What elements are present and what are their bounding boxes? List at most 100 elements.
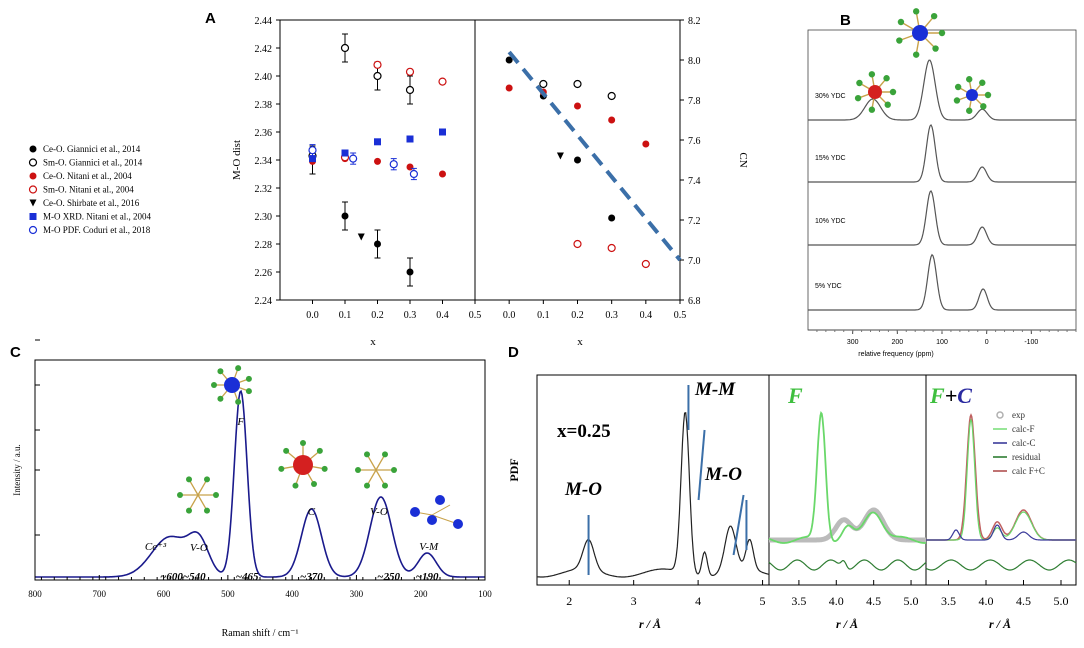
a-left-xtick-label: 0.4 xyxy=(436,310,449,321)
a-left-xtick-label: 0.5 xyxy=(469,310,482,321)
d-legend-label: calc F+C xyxy=(1012,466,1045,476)
oxygen-atom xyxy=(966,76,973,83)
a-right-ytick-label: 8.2 xyxy=(688,16,701,27)
a-left-point xyxy=(308,146,317,155)
c-blue-atom xyxy=(453,519,463,529)
a-left-ytick-label: 2.42 xyxy=(255,44,273,55)
d-annotation-mo2: M-O xyxy=(704,464,742,485)
a-right-xtick-label: 0.4 xyxy=(640,310,653,321)
a-left-point xyxy=(405,85,415,95)
oxygen-atom xyxy=(954,83,962,91)
b-series-label: 30% YDC xyxy=(815,93,846,100)
d-fc-xlabel: r / Å xyxy=(989,617,1011,631)
a-left-point xyxy=(405,67,415,76)
d-f-xlabel: r / Å xyxy=(836,617,858,631)
c-xtick-label: 500 xyxy=(221,589,235,599)
c-xtick-label: 800 xyxy=(28,589,42,599)
a-legend-label: Sm-O. Giannici et al., 2014 xyxy=(43,158,143,168)
c-oxygen-atom xyxy=(204,476,210,483)
d-legend-marker xyxy=(996,411,1004,419)
a-left-point xyxy=(389,160,398,169)
d-f-xtick-label: 5.0 xyxy=(904,594,919,608)
b-xtick-label: -100 xyxy=(1024,339,1038,346)
c-blue-atom xyxy=(410,507,420,517)
d-fc-calcf-line xyxy=(926,418,1076,541)
panel-label-a: A xyxy=(205,10,216,27)
c-oxygen-atom xyxy=(211,382,217,388)
d-main-pdf-line xyxy=(536,412,770,578)
oxygen-atom xyxy=(883,75,890,82)
a-legend-label: Ce-O. Giannici et al., 2014 xyxy=(43,144,141,154)
b-xtick-label: 300 xyxy=(847,339,859,346)
c-xtick-label: 400 xyxy=(285,589,299,599)
a-left-point xyxy=(438,77,447,86)
c-raman-line xyxy=(35,389,485,578)
c-xlabel: Raman shift / cm⁻¹ xyxy=(222,628,299,639)
a-left-ytick-label: 2.32 xyxy=(255,184,273,195)
b-spectrum-line xyxy=(808,190,1076,246)
d-peak-pointer xyxy=(697,429,706,501)
a-left-ytick-label: 2.28 xyxy=(255,240,273,251)
a-left-xtick-label: 0.2 xyxy=(371,310,384,321)
d-fc-title-f: F xyxy=(929,383,945,408)
oxygen-atom xyxy=(896,37,903,44)
c-annotation: C xyxy=(308,506,316,518)
oxygen-atom xyxy=(912,8,920,15)
panel-label-d: D xyxy=(508,344,519,361)
a-left-point xyxy=(373,60,382,69)
c-blue-atom xyxy=(435,495,445,505)
b-xtick-label: 0 xyxy=(985,339,989,346)
a-left-xlabel: x xyxy=(370,336,376,348)
c-xtick-label: 200 xyxy=(414,589,428,599)
c-bond xyxy=(431,504,451,516)
a-right-point xyxy=(574,156,581,164)
d-f-residual-line xyxy=(768,559,927,571)
d-legend-label: calc-F xyxy=(1012,424,1035,434)
c-annotation: ~190 xyxy=(416,571,439,583)
panel-d-legend: exp calc-F calc-C residual calc F+C xyxy=(993,410,1045,476)
panel-label-c: C xyxy=(10,344,21,361)
a-right-xtick-label: 0.2 xyxy=(571,310,584,321)
a-left-ytick-label: 2.30 xyxy=(255,212,273,223)
c-oxygen-atom xyxy=(278,465,285,472)
metal-atom xyxy=(868,85,882,99)
a-right-xlabel: x xyxy=(577,336,583,348)
c-oxygen-atom xyxy=(391,467,397,473)
oxygen-atom xyxy=(979,79,986,86)
a-right-xtick-label: 0.1 xyxy=(537,310,550,321)
a-right-ytick-label: 7.0 xyxy=(688,256,701,267)
panel-d-fc-frame xyxy=(925,374,1077,586)
a-legend-marker xyxy=(29,213,37,220)
b-series-label: 5% YDC xyxy=(815,283,842,290)
d-main-xtick-label: 4 xyxy=(695,594,701,608)
a-right-point xyxy=(505,84,513,92)
c-bond xyxy=(366,454,377,471)
c-oxygen-atom xyxy=(235,365,242,372)
oxygen-atom xyxy=(868,106,876,113)
c-oxygen-atom xyxy=(245,375,252,382)
oxygen-atom xyxy=(980,103,987,110)
a-left-ytick-label: 2.44 xyxy=(255,16,273,27)
c-oxygen-atom xyxy=(292,482,299,489)
a-right-xtick-label: 0.0 xyxy=(503,310,516,321)
c-annotation: ~465 xyxy=(236,571,259,583)
oxygen-atom xyxy=(868,71,876,78)
c-oxygen-atom xyxy=(204,507,210,514)
d-fc-xtick-label: 3.5 xyxy=(941,594,956,608)
a-legend-marker xyxy=(28,158,38,167)
panel-c-molecule-icons xyxy=(177,365,463,529)
a-left-point xyxy=(374,157,381,165)
d-main-xlabel: r / Å xyxy=(639,617,661,631)
d-annotation-mo1: M-O xyxy=(564,479,602,500)
c-bond xyxy=(188,479,199,496)
b-xtick-label: 100 xyxy=(936,339,948,346)
d-f-xtick-label: 4.0 xyxy=(829,594,844,608)
a-legend-label: M-O XRD. Nitani et al., 2004 xyxy=(43,212,151,222)
oxygen-atom xyxy=(966,107,973,114)
b-spectrum-line xyxy=(808,59,1076,121)
a-right-point xyxy=(642,140,650,148)
c-metal-atom xyxy=(224,377,240,393)
d-main-xtick-label: 5 xyxy=(760,594,766,608)
a-left-point xyxy=(374,240,381,248)
c-oxygen-atom xyxy=(364,451,370,458)
